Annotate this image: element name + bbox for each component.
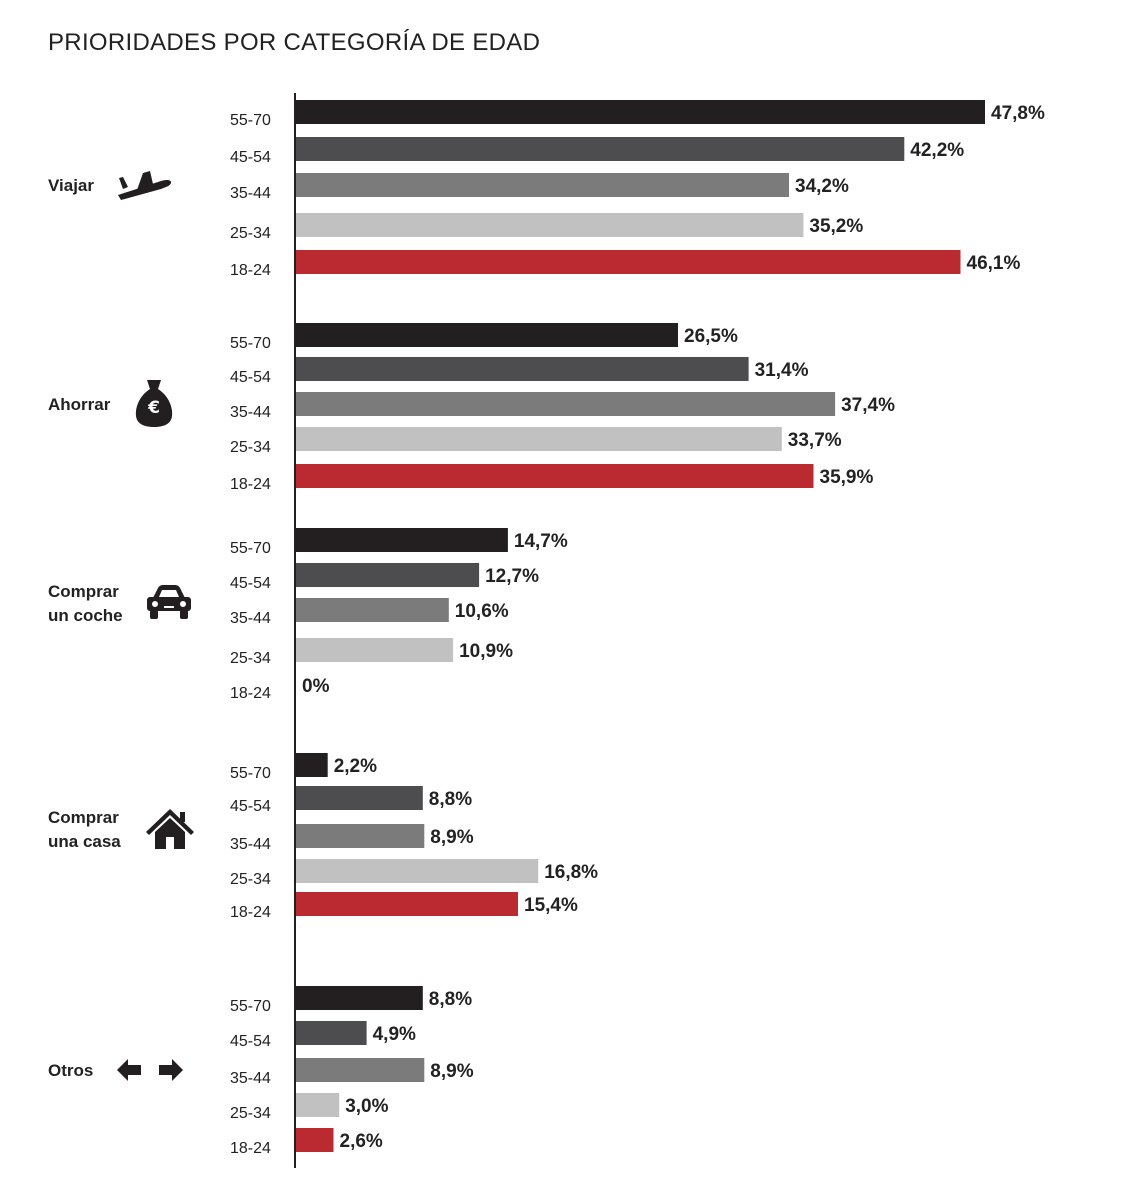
value-label: 12,7% [485,566,539,587]
value-label: 34,2% [795,176,849,197]
value-label: 35,2% [809,216,863,237]
age-group-label: 55-70 [230,765,271,782]
bar [296,392,836,416]
age-group-label: 45-54 [230,1033,271,1050]
bar [296,427,782,451]
value-label: 46,1% [967,253,1021,274]
bar [296,323,678,347]
value-label: 15,4% [524,895,578,916]
age-group-label: 45-54 [230,798,271,815]
category-label: Comprar [48,808,119,827]
age-group-label: 55-70 [230,540,271,557]
value-label: 8,9% [430,1061,473,1082]
value-label: 26,5% [684,326,738,347]
value-label: 31,4% [755,360,809,381]
category-label: Comprar [48,582,119,601]
value-label: 37,4% [841,395,895,416]
value-label: 42,2% [910,140,964,161]
category-label: una casa [48,832,121,851]
age-group-label: 18-24 [230,476,271,493]
age-group-label: 45-54 [230,149,271,166]
category-label: Viajar [48,176,94,195]
age-group-label: 25-34 [230,225,271,242]
age-group-label: 35-44 [230,185,271,202]
value-label: 33,7% [788,430,842,451]
age-group-label: 55-70 [230,335,271,352]
age-group-label: 18-24 [230,904,271,921]
category-label: Otros [48,1061,93,1080]
bar [296,859,539,883]
bar [296,357,749,381]
car-icon [147,585,191,619]
bar [296,753,328,777]
category-label: Ahorrar [48,395,111,414]
value-label: 0% [302,676,330,697]
bar [296,598,449,622]
age-group-label: 25-34 [230,650,271,667]
age-group-label: 18-24 [230,1140,271,1157]
value-label: 8,8% [429,989,472,1010]
value-label: 3,0% [345,1096,388,1117]
bar [296,137,905,161]
bar [296,1058,425,1082]
age-group-label: 45-54 [230,575,271,592]
chart-title: PRIORIDADES POR CATEGORÍA DE EDAD [48,29,540,56]
value-label: 10,9% [459,641,513,662]
bar [296,100,985,124]
age-group-label: 25-34 [230,871,271,888]
bar [296,464,814,488]
value-label: 47,8% [991,103,1045,124]
value-label: 2,2% [334,756,377,777]
svg-text:€: € [147,398,160,418]
age-group-label: 35-44 [230,836,271,853]
value-label: 14,7% [514,531,568,552]
value-label: 8,8% [429,789,472,810]
bar [296,1021,367,1045]
bar [296,1093,340,1117]
age-group-label: 25-34 [230,439,271,456]
bar [296,638,454,662]
value-label: 16,8% [544,862,598,883]
bar [296,250,961,274]
age-group-label: 25-34 [230,1105,271,1122]
value-label: 8,9% [430,827,473,848]
money-bag-euro-icon: € [135,380,173,427]
value-label: 2,6% [340,1131,383,1152]
bar [296,213,804,237]
age-group-label: 18-24 [230,262,271,279]
bar [296,528,508,552]
age-group-label: 35-44 [230,610,271,627]
age-group-label: 18-24 [230,685,271,702]
age-group-label: 55-70 [230,998,271,1015]
bars-layer: 55-70 47,8% 45-54 42,2% 35-44 34,2% 25-34 35,2%… [230,100,1045,1157]
age-group-label: 35-44 [230,404,271,421]
bar [296,986,423,1010]
airplane-icon [118,171,172,200]
category-labels-layer: Viajar Ahorrar € Comprar un coche Comprar una … [48,171,194,1081]
house-icon [146,809,194,849]
bar [296,824,425,848]
value-label: 4,9% [373,1024,416,1045]
value-label: 10,6% [455,601,509,622]
age-group-label: 35-44 [230,1070,271,1087]
bar [296,892,518,916]
bar [296,563,480,587]
age-group-label: 45-54 [230,369,271,386]
bar [296,173,789,197]
bar [296,786,423,810]
age-group-label: 55-70 [230,112,271,129]
left-right-arrows-icon [117,1059,183,1081]
value-label: 35,9% [820,467,874,488]
bar [296,1128,334,1152]
category-label: un coche [48,606,123,625]
